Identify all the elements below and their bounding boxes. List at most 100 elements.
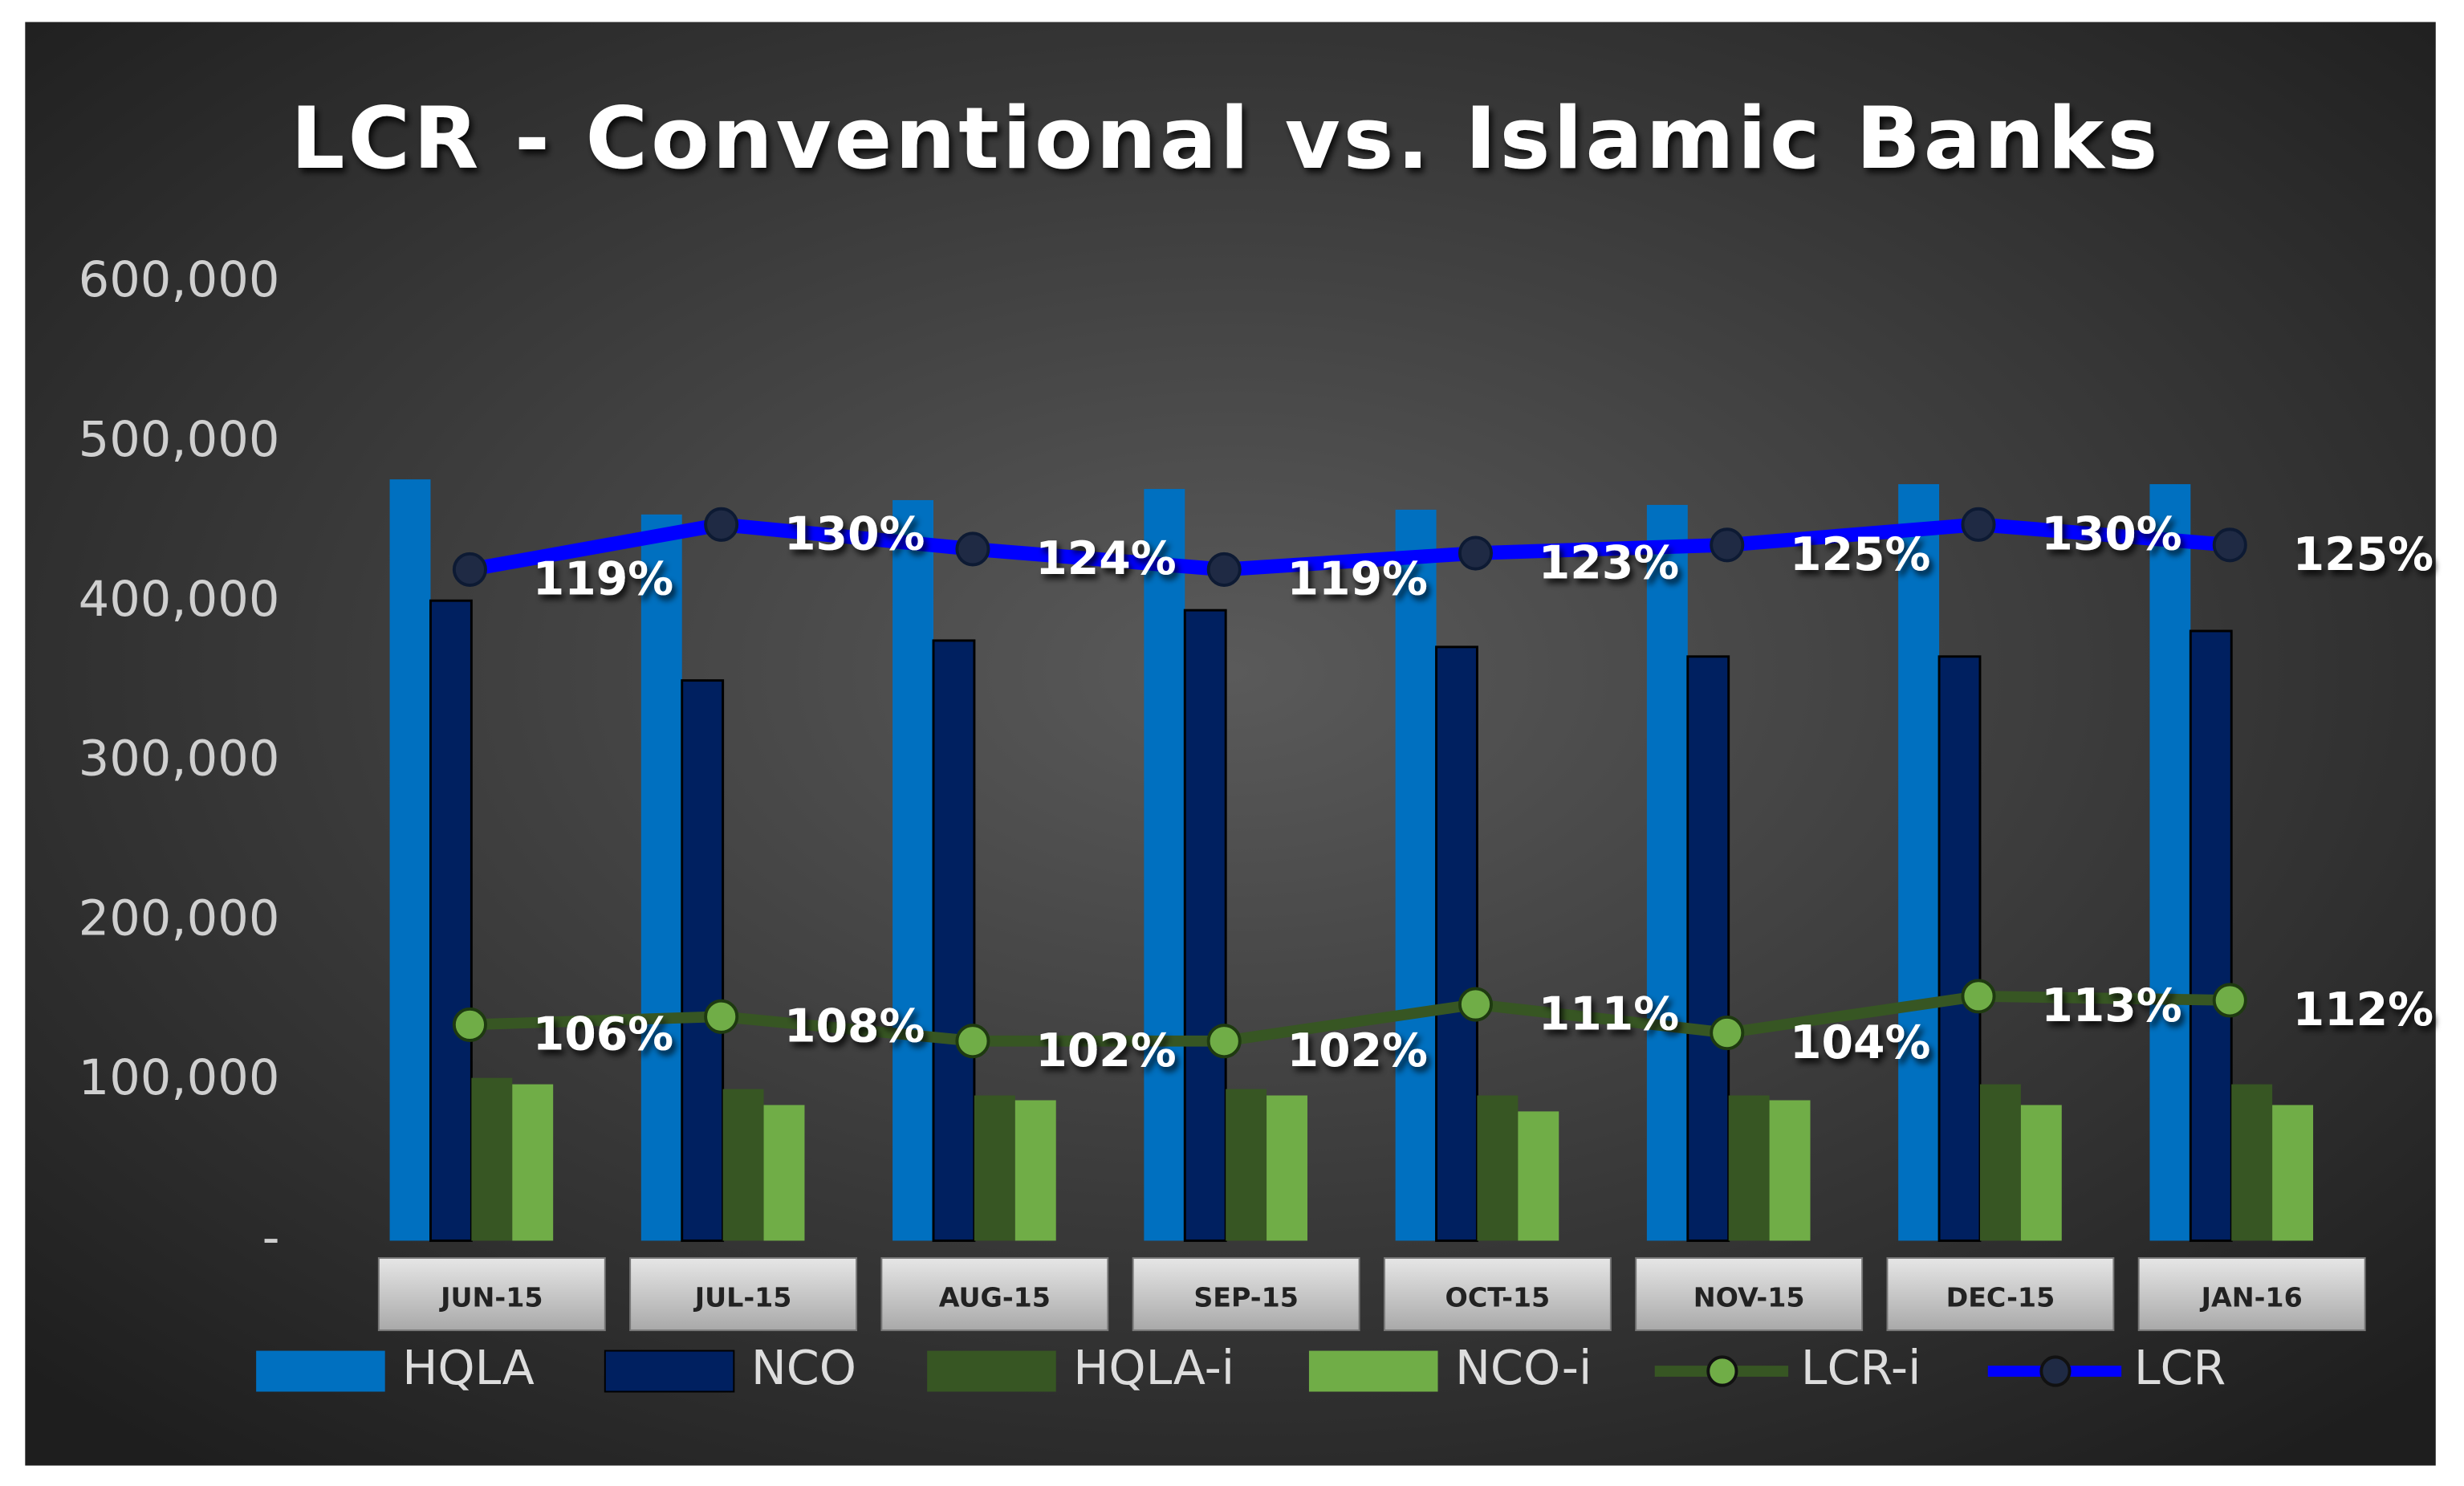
line-marker — [1458, 535, 1494, 571]
bar — [1144, 489, 1185, 1241]
data-label: 111% — [1539, 987, 1679, 1040]
bar — [512, 1084, 554, 1241]
line-marker — [2212, 527, 2247, 563]
legend-label: NCO-i — [1455, 1340, 1592, 1395]
line-marker — [1710, 1016, 1745, 1051]
y-tick-label: 200,000 — [79, 890, 280, 947]
bar — [722, 1089, 764, 1241]
data-label: 130% — [784, 508, 925, 561]
data-label: 108% — [784, 1000, 925, 1053]
y-tick-label: - — [262, 1210, 280, 1266]
legend-swatch — [604, 1350, 735, 1393]
data-label: 119% — [1287, 553, 1428, 606]
line-marker — [1206, 552, 1242, 587]
bar — [1646, 504, 1688, 1241]
category-box — [2137, 1257, 2366, 1332]
line-series — [468, 517, 2230, 577]
x-tick-label: DEC-15 — [1946, 1281, 2055, 1313]
x-tick-label: AUG-15 — [939, 1281, 1051, 1313]
line-marker — [2212, 983, 2247, 1018]
data-label: 119% — [533, 553, 673, 606]
bar — [1395, 509, 1437, 1241]
bar — [1183, 609, 1227, 1242]
data-label: 124% — [1035, 532, 1176, 585]
data-label: 104% — [1790, 1016, 1930, 1069]
legend-label: HQLA — [402, 1340, 535, 1395]
data-label: 102% — [1287, 1024, 1428, 1077]
y-tick-label: 100,000 — [79, 1050, 280, 1106]
bar — [1518, 1111, 1559, 1241]
x-tick-label: JUN-15 — [439, 1281, 543, 1313]
bar — [974, 1095, 1015, 1241]
bar — [2149, 484, 2191, 1241]
data-label: 112% — [2293, 983, 2434, 1036]
bar — [2189, 629, 2233, 1242]
bar — [681, 679, 725, 1242]
legend-label: NCO — [751, 1340, 856, 1395]
bar — [389, 479, 431, 1241]
bar — [1979, 1084, 2021, 1241]
x-tick-label: JUL-15 — [693, 1281, 792, 1313]
legend-marker — [1706, 1355, 1738, 1387]
bar — [429, 599, 473, 1242]
bar — [1267, 1095, 1307, 1241]
bar — [763, 1105, 805, 1241]
bar — [1728, 1095, 1770, 1241]
line-marker — [452, 552, 487, 587]
data-label: 125% — [2293, 528, 2434, 581]
bar — [1014, 1100, 1056, 1241]
y-tick-label: 300,000 — [79, 731, 280, 788]
line-marker — [704, 999, 739, 1034]
y-tick-label: 400,000 — [79, 572, 280, 628]
category-box — [1383, 1257, 1612, 1332]
data-label: 130% — [2041, 508, 2181, 561]
legend-swatch — [1308, 1350, 1438, 1392]
x-tick-label: SEP-15 — [1193, 1281, 1299, 1313]
bar — [2231, 1084, 2273, 1241]
line-marker — [1961, 507, 1996, 542]
bar — [1898, 484, 1940, 1241]
category-box — [377, 1257, 606, 1332]
line-marker — [1710, 527, 1745, 563]
line-marker — [452, 1007, 487, 1042]
line-marker — [1458, 987, 1494, 1022]
line-marker — [704, 507, 739, 542]
bar — [1226, 1089, 1267, 1241]
data-label: 106% — [533, 1008, 673, 1061]
data-label: 125% — [1790, 528, 1930, 581]
legend-marker — [2039, 1355, 2072, 1387]
line-series — [470, 991, 2230, 1047]
legend-label: HQLA-i — [1073, 1340, 1234, 1395]
category-box — [629, 1257, 858, 1332]
category-box — [1635, 1257, 1864, 1332]
x-tick-label: OCT-15 — [1445, 1281, 1551, 1313]
bar — [1435, 645, 1478, 1242]
bar — [1477, 1095, 1519, 1241]
data-label: 113% — [2041, 979, 2181, 1032]
line-marker — [955, 1024, 990, 1059]
bar — [932, 639, 976, 1242]
line-marker — [1961, 979, 1996, 1014]
category-box — [1132, 1257, 1360, 1332]
bar — [2020, 1105, 2062, 1241]
category-box — [1886, 1257, 2115, 1332]
chart-background — [25, 22, 2436, 1466]
x-tick-label: JAN-16 — [2200, 1281, 2303, 1313]
bar — [1769, 1100, 1811, 1241]
legend-label: LCR-i — [1801, 1340, 1921, 1395]
bar — [640, 514, 682, 1241]
data-label: 123% — [1539, 536, 1679, 589]
legend-swatch — [927, 1350, 1056, 1392]
legend-label: LCR — [2134, 1340, 2226, 1395]
data-label: 102% — [1035, 1024, 1176, 1077]
bar — [1686, 655, 1730, 1242]
legend-swatch — [256, 1350, 385, 1392]
bar — [892, 499, 933, 1241]
chart-title: LCR - Conventional vs. Islamic Banks — [291, 89, 2161, 188]
category-box — [880, 1257, 1109, 1332]
y-tick-label: 600,000 — [79, 252, 280, 308]
bar — [2272, 1105, 2314, 1241]
x-tick-label: NOV-15 — [1693, 1281, 1805, 1313]
bar — [1937, 655, 1982, 1242]
